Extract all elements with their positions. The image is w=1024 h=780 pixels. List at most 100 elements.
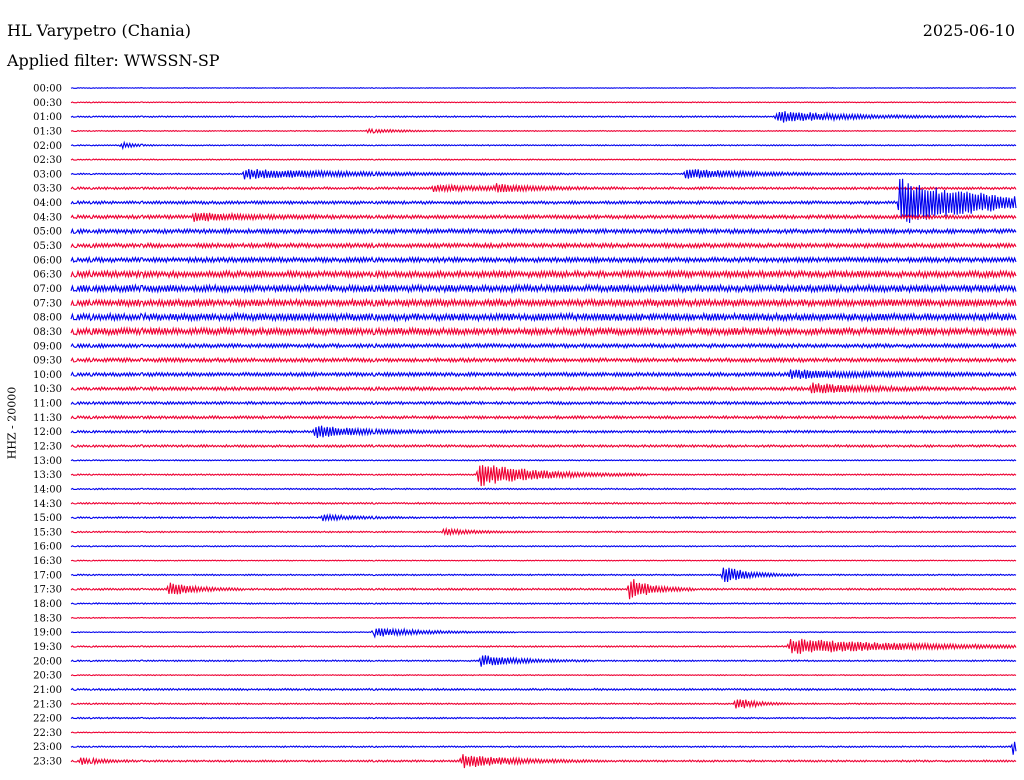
- trace-1700: [70, 567, 1017, 583]
- time-label-2300: 23:00: [33, 742, 62, 753]
- trace-0030: [70, 101, 1017, 104]
- trace-1630: [70, 559, 1017, 562]
- time-label-1700: 17:00: [33, 570, 62, 581]
- time-label-0900: 09:00: [33, 341, 62, 352]
- trace-1200: [70, 425, 1017, 439]
- trace-0500: [70, 227, 1017, 236]
- time-label-1400: 14:00: [33, 484, 62, 495]
- time-label-1300: 13:00: [33, 456, 62, 467]
- trace-1030: [70, 382, 1017, 394]
- trace-0400: [70, 178, 1017, 223]
- trace-1300: [70, 459, 1017, 462]
- time-label-1600: 16:00: [33, 542, 62, 553]
- time-label-1200: 12:00: [33, 427, 62, 438]
- trace-0600: [70, 255, 1017, 265]
- time-label-0400: 04:00: [33, 198, 62, 209]
- trace-1800: [70, 602, 1017, 606]
- trace-1330: [70, 465, 1017, 487]
- trace-1130: [70, 414, 1017, 420]
- trace-0730: [70, 297, 1017, 309]
- time-label-0130: 01:30: [33, 126, 62, 137]
- time-label-0030: 00:30: [33, 98, 62, 109]
- trace-2130: [70, 699, 1017, 709]
- time-label-2130: 21:30: [33, 699, 62, 710]
- time-label-2230: 22:30: [33, 728, 62, 739]
- trace-0930: [70, 356, 1017, 364]
- trace-0300: [70, 168, 1017, 180]
- trace-1430: [70, 501, 1017, 505]
- time-label-0930: 09:30: [33, 356, 62, 367]
- trace-0700: [70, 282, 1017, 294]
- trace-1230: [70, 443, 1017, 449]
- time-label-0000: 00:00: [33, 84, 62, 95]
- trace-0100: [70, 111, 1017, 123]
- time-label-0430: 04:30: [33, 212, 62, 223]
- trace-0630: [70, 268, 1017, 280]
- trace-1400: [70, 487, 1017, 491]
- time-label-1130: 11:30: [33, 413, 62, 424]
- filter-label: Applied filter: WWSSN-SP: [7, 51, 220, 70]
- time-label-0730: 07:30: [33, 298, 62, 309]
- trace-2230: [70, 731, 1017, 734]
- time-label-2100: 21:00: [33, 685, 62, 696]
- time-label-0300: 03:00: [33, 169, 62, 180]
- time-label-1530: 15:30: [33, 527, 62, 538]
- trace-0200: [70, 140, 1017, 151]
- trace-rows: 00:00 00:30 01:00 01:30 02:00 02:30 03:00 03:30…: [33, 84, 1017, 769]
- time-label-0700: 07:00: [33, 284, 62, 295]
- time-label-0500: 05:00: [33, 227, 62, 238]
- time-label-1100: 11:00: [33, 399, 62, 410]
- time-label-0830: 08:30: [33, 327, 62, 338]
- time-label-0600: 06:00: [33, 255, 62, 266]
- trace-1600: [70, 544, 1017, 548]
- trace-2200: [70, 716, 1017, 720]
- time-label-0630: 06:30: [33, 270, 62, 281]
- time-label-2000: 20:00: [33, 656, 62, 667]
- date-label: 2025-06-10: [922, 21, 1015, 40]
- time-label-2330: 23:30: [33, 757, 62, 768]
- time-label-1930: 19:30: [33, 642, 62, 653]
- time-label-1030: 10:30: [33, 384, 62, 395]
- trace-1930: [70, 638, 1017, 654]
- time-label-0230: 02:30: [33, 155, 62, 166]
- trace-0330: [70, 183, 1017, 194]
- trace-0430: [70, 211, 1017, 222]
- trace-1000: [70, 369, 1017, 380]
- trace-0800: [70, 311, 1017, 323]
- trace-1500: [70, 512, 1017, 523]
- trace-1530: [70, 526, 1017, 537]
- time-label-1500: 15:00: [33, 513, 62, 524]
- trace-2030: [70, 673, 1017, 677]
- trace-1100: [70, 400, 1017, 406]
- station-title: HL Varypetro (Chania): [7, 21, 192, 40]
- trace-1900: [70, 627, 1017, 639]
- time-label-1830: 18:30: [33, 613, 62, 624]
- trace-0530: [70, 241, 1017, 250]
- trace-0130: [70, 127, 1017, 134]
- time-label-1630: 16:30: [33, 556, 62, 567]
- time-label-1900: 19:00: [33, 628, 62, 639]
- trace-0900: [70, 342, 1017, 350]
- trace-0230: [70, 158, 1017, 161]
- time-label-1230: 12:30: [33, 442, 62, 453]
- trace-2300: [70, 741, 1017, 755]
- time-label-0800: 08:00: [33, 313, 62, 324]
- time-label-2030: 20:30: [33, 671, 62, 682]
- trace-2100: [70, 687, 1017, 692]
- trace-1830: [70, 616, 1017, 619]
- trace-1730: [70, 579, 1017, 600]
- trace-0830: [70, 325, 1017, 337]
- time-label-1000: 10:00: [33, 370, 62, 381]
- time-label-1730: 17:30: [33, 585, 62, 596]
- time-label-0330: 03:30: [33, 184, 62, 195]
- time-label-1430: 14:30: [33, 499, 62, 510]
- time-label-0100: 01:00: [33, 112, 62, 123]
- time-label-1330: 13:30: [33, 470, 62, 481]
- time-label-0530: 05:30: [33, 241, 62, 252]
- time-label-1800: 18:00: [33, 599, 62, 610]
- trace-0000: [70, 87, 1017, 89]
- time-label-0200: 02:00: [33, 141, 62, 152]
- trace-2330: [70, 754, 1017, 769]
- trace-2000: [70, 655, 1017, 667]
